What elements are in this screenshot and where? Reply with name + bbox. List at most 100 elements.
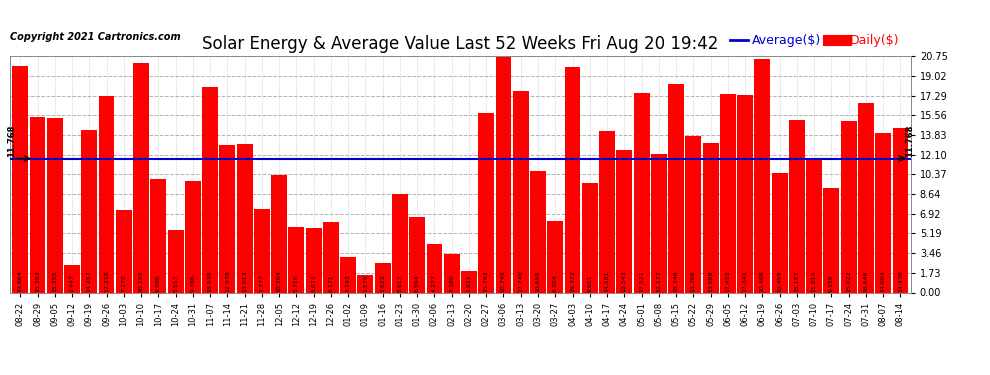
Text: 14.470: 14.470	[898, 270, 903, 292]
Text: 5.517: 5.517	[173, 274, 178, 292]
Text: 9.651: 9.651	[587, 274, 592, 292]
Text: 15.187: 15.187	[794, 270, 799, 292]
Bar	[824, 188, 840, 292]
Text: 17.218: 17.218	[104, 270, 109, 292]
Text: 17.521: 17.521	[640, 270, 644, 292]
Title: Solar Energy & Average Value Last 52 Weeks Fri Aug 20 19:42: Solar Energy & Average Value Last 52 Wee…	[202, 35, 719, 53]
Text: 20.468: 20.468	[760, 270, 765, 292]
Text: 5.716: 5.716	[294, 274, 299, 292]
Text: 15.022: 15.022	[846, 270, 851, 292]
Bar	[30, 117, 46, 292]
Bar	[220, 145, 236, 292]
Text: 12.978: 12.978	[225, 270, 230, 292]
Bar	[738, 95, 753, 292]
Text: 13.088: 13.088	[708, 270, 713, 292]
Bar	[771, 173, 788, 292]
Bar	[461, 271, 477, 292]
Text: 10.304: 10.304	[276, 270, 281, 292]
Bar	[150, 179, 166, 292]
Text: 15.355: 15.355	[52, 270, 57, 292]
Text: 7.278: 7.278	[122, 274, 127, 292]
Bar	[720, 94, 736, 292]
Text: 12.543: 12.543	[622, 270, 627, 292]
Bar	[306, 228, 322, 292]
Text: 1.579: 1.579	[363, 274, 368, 292]
Bar	[167, 230, 183, 292]
Text: 17.740: 17.740	[518, 270, 524, 292]
Bar	[116, 210, 132, 292]
Text: Copyright 2021 Cartronics.com: Copyright 2021 Cartronics.com	[10, 32, 180, 42]
Legend: Average($), Daily($): Average($), Daily($)	[725, 29, 905, 52]
Bar	[650, 154, 666, 292]
Bar	[599, 131, 615, 292]
Text: 12.177: 12.177	[656, 270, 661, 292]
Text: 16.646: 16.646	[863, 270, 868, 292]
Bar	[323, 222, 339, 292]
Text: 6.594: 6.594	[415, 274, 420, 292]
Bar	[409, 217, 425, 292]
Bar	[789, 120, 805, 292]
Text: 14.004: 14.004	[881, 270, 886, 292]
Text: 17.452: 17.452	[726, 270, 731, 292]
Text: 3.380: 3.380	[449, 274, 454, 292]
Text: 1.921: 1.921	[466, 274, 471, 292]
Bar	[133, 63, 149, 292]
Bar	[496, 56, 512, 292]
Text: 13.766: 13.766	[691, 270, 696, 292]
Text: 20.745: 20.745	[501, 270, 506, 292]
Text: 11.768: 11.768	[905, 124, 914, 157]
Text: 10.459: 10.459	[777, 270, 782, 292]
Bar	[81, 130, 97, 292]
Bar	[392, 194, 408, 292]
Text: 18.039: 18.039	[208, 270, 213, 292]
Bar	[893, 128, 909, 292]
Text: 3.143: 3.143	[346, 274, 350, 292]
Bar	[341, 257, 356, 292]
Bar	[617, 150, 633, 292]
Bar	[547, 221, 563, 292]
Bar	[375, 262, 391, 292]
Bar	[513, 90, 529, 292]
Text: 15.383: 15.383	[35, 270, 40, 292]
Text: 19.772: 19.772	[570, 270, 575, 292]
Text: 9.986: 9.986	[155, 274, 160, 292]
Bar	[875, 133, 891, 292]
Text: 5.674: 5.674	[311, 274, 316, 292]
Bar	[806, 158, 822, 292]
Bar	[530, 171, 545, 292]
Bar	[64, 265, 80, 292]
Text: 18.346: 18.346	[673, 270, 678, 292]
Text: 2.622: 2.622	[380, 274, 385, 292]
Bar	[185, 181, 201, 292]
Bar	[754, 60, 770, 292]
Text: 13.013: 13.013	[243, 270, 248, 292]
Bar	[271, 175, 287, 292]
Text: 9.786: 9.786	[190, 274, 195, 292]
Text: 7.377: 7.377	[259, 274, 264, 292]
Text: 9.159: 9.159	[829, 274, 834, 292]
Bar	[47, 118, 62, 292]
Bar	[564, 68, 580, 292]
Text: 19.864: 19.864	[18, 270, 23, 292]
Bar	[12, 66, 28, 292]
Bar	[99, 96, 115, 292]
Text: 17.341: 17.341	[742, 270, 747, 292]
Bar	[444, 254, 459, 292]
Text: 15.792: 15.792	[484, 270, 489, 292]
Bar	[703, 144, 719, 292]
Text: 8.617: 8.617	[397, 274, 403, 292]
Bar	[582, 183, 598, 292]
Text: 20.195: 20.195	[139, 270, 144, 292]
Text: 6.171: 6.171	[329, 274, 334, 292]
Text: 14.257: 14.257	[87, 270, 92, 292]
Text: 14.181: 14.181	[605, 270, 610, 292]
Text: 11.768: 11.768	[7, 124, 16, 157]
Text: 2.447: 2.447	[69, 274, 74, 292]
Bar	[427, 244, 443, 292]
Bar	[357, 274, 373, 292]
Bar	[858, 103, 874, 292]
Bar	[202, 87, 218, 292]
Text: 10.695: 10.695	[536, 270, 541, 292]
Text: 6.304: 6.304	[552, 274, 557, 292]
Text: 4.277: 4.277	[432, 274, 437, 292]
